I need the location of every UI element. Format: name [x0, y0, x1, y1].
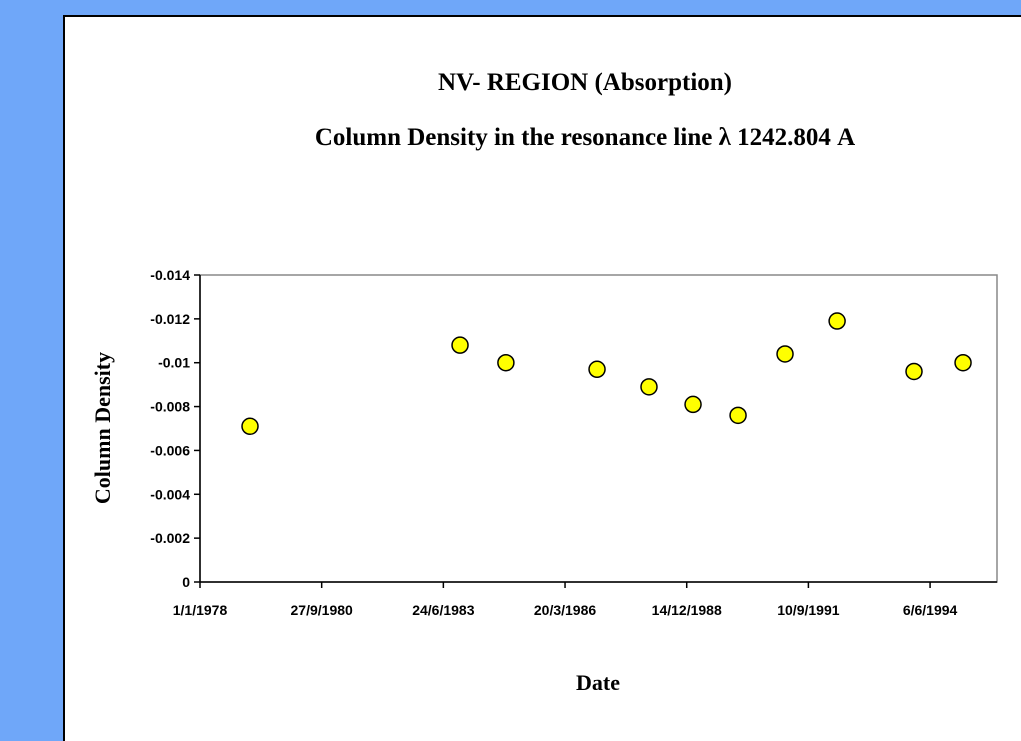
y-tick-label: 0	[182, 574, 190, 590]
chart-panel	[63, 15, 1021, 741]
marker	[497, 353, 515, 372]
y-tick-label: -0.006	[150, 442, 190, 458]
chart-title: NV- REGION (Absorption)	[438, 69, 732, 96]
x-tick-label: 27/9/1980	[291, 602, 353, 618]
marker	[776, 345, 794, 363]
x-tick-label: 10/9/1991	[777, 602, 839, 618]
marker	[828, 312, 846, 330]
marker	[241, 417, 259, 436]
x-axis-title: Date	[576, 670, 620, 695]
marker	[954, 353, 972, 372]
marker	[640, 378, 658, 396]
x-tick-label: 1/1/1978	[173, 602, 228, 618]
y-tick-label: -0.008	[150, 399, 190, 415]
x-tick-label: 20/3/1986	[534, 602, 596, 618]
marker	[451, 336, 469, 354]
marker	[684, 395, 702, 414]
y-tick-label: -0.01	[158, 355, 190, 371]
x-tick-label: 6/6/1994	[903, 602, 958, 618]
marker	[905, 362, 923, 381]
marker	[729, 406, 747, 425]
x-tick-label: 24/6/1983	[412, 602, 474, 618]
marker	[588, 360, 606, 379]
y-tick-label: -0.004	[150, 486, 190, 502]
y-tick-label: -0.014	[150, 267, 190, 283]
y-tick-label: -0.012	[150, 311, 190, 327]
chart-subtitle: Column Density in the resonance line λ 1…	[315, 124, 855, 151]
y-tick-label: -0.002	[150, 530, 190, 546]
x-tick-label: 14/12/1988	[652, 602, 722, 618]
y-axis-title: Column Density	[90, 352, 115, 504]
